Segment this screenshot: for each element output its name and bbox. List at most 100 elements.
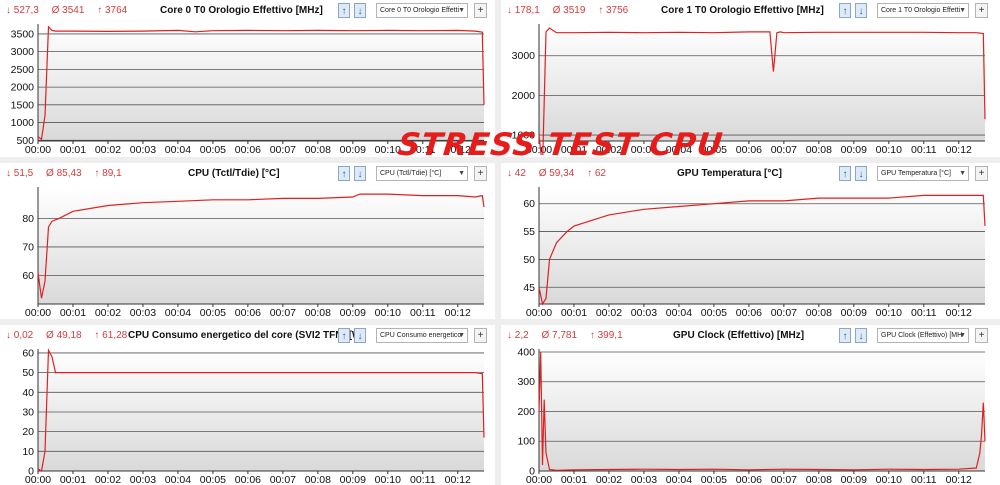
- series-dropdown[interactable]: CPU Consumo energetico ▼: [376, 328, 468, 343]
- series-line: [37, 348, 485, 472]
- stats-row: ↓ 51,5 Ø 85,43 ↑ 89,1: [6, 168, 132, 179]
- x-tick-label: 00:04: [165, 307, 191, 318]
- y-tick-label: 80: [22, 213, 34, 225]
- x-tick-label: 00:02: [95, 474, 121, 485]
- down-arrow-icon[interactable]: ↓: [354, 328, 366, 343]
- up-arrow-icon[interactable]: ↑: [839, 3, 851, 18]
- series-line: [538, 27, 986, 155]
- chart-plot: 1000 2000 3000 00:00 00:01 00:02 00:03 00:04 00:…: [512, 24, 986, 155]
- x-tick-label: 00:04: [666, 307, 692, 318]
- stats-row: ↓ 42 Ø 59,34 ↑ 62: [507, 168, 616, 179]
- dropdown-value: GPU Temperatura [°C]: [881, 170, 951, 177]
- y-tick-label: 60: [523, 198, 535, 210]
- plus-icon[interactable]: +: [474, 328, 487, 343]
- x-tick-label: 00:00: [526, 307, 552, 318]
- x-tick-label: 00:08: [806, 144, 832, 155]
- plot-area: [38, 24, 484, 141]
- panel-title: GPU Temperatura [°C]: [677, 168, 782, 179]
- x-tick-label: 00:12: [946, 307, 972, 318]
- x-tick-label: 00:12: [946, 474, 972, 485]
- x-tick-label: 00:00: [25, 144, 51, 155]
- chart-panel-cpu-power: ↓ 0,02 Ø 49,18 ↑ 61,28 CPU Consumo energ…: [0, 325, 490, 485]
- stat-min: ↓ 42: [507, 168, 526, 179]
- panel-title: Core 1 T0 Orologio Effettivo [MHz]: [661, 5, 824, 16]
- plot-area: [38, 349, 484, 471]
- y-tick-label: 3500: [11, 28, 35, 40]
- plus-icon[interactable]: +: [474, 3, 487, 18]
- up-arrow-icon[interactable]: ↑: [338, 328, 350, 343]
- stats-row: ↓ 527,3 Ø 3541 ↑ 3764: [6, 5, 137, 16]
- y-tick-label: 70: [22, 241, 34, 253]
- series-dropdown[interactable]: Core 0 T0 Orologio Effetti ▼: [376, 3, 468, 18]
- plus-icon[interactable]: +: [975, 166, 988, 181]
- x-tick-label: 00:08: [305, 474, 331, 485]
- plus-icon[interactable]: +: [975, 3, 988, 18]
- x-tick-label: 00:11: [410, 307, 436, 318]
- down-arrow-icon[interactable]: ↓: [354, 166, 366, 181]
- y-tick-label: 20: [22, 426, 34, 438]
- x-tick-label: 00:07: [771, 307, 797, 318]
- up-arrow-icon[interactable]: ↑: [839, 166, 851, 181]
- x-tick-label: 00:03: [631, 474, 657, 485]
- x-tick-label: 00:01: [60, 307, 86, 318]
- x-tick-label: 00:06: [235, 307, 261, 318]
- stat-avg: Ø 85,43: [46, 168, 82, 179]
- stat-max: ↑ 62: [587, 168, 606, 179]
- panel-header: ↓ 2,2 Ø 7,781 ↑ 399,1 GPU Clock (Effetti…: [501, 325, 991, 347]
- x-tick-label: 00:08: [305, 144, 331, 155]
- series-dropdown[interactable]: GPU Clock (Effettivo) [MH ▼: [877, 328, 969, 343]
- x-tick-label: 00:03: [631, 144, 657, 155]
- down-arrow-icon[interactable]: ↓: [855, 328, 867, 343]
- y-tick-label: 100: [517, 436, 535, 448]
- x-tick-label: 00:08: [806, 474, 832, 485]
- chart-plot: 60 70 80 00:00 00:01 00:02 00:03 00:04 00:05 00:0…: [22, 187, 485, 318]
- down-arrow-icon[interactable]: ↓: [855, 166, 867, 181]
- x-tick-label: 00:01: [561, 474, 587, 485]
- panel-header: ↓ 178,1 Ø 3519 ↑ 3756 Core 1 T0 Orologio…: [501, 0, 991, 22]
- x-tick-label: 00:05: [701, 144, 727, 155]
- x-tick-label: 00:07: [270, 144, 296, 155]
- x-tick-label: 00:06: [736, 474, 762, 485]
- x-tick-label: 00:05: [200, 474, 226, 485]
- stat-avg: Ø 7,781: [541, 330, 578, 341]
- up-arrow-icon[interactable]: ↑: [839, 328, 851, 343]
- y-tick-label: 40: [22, 387, 34, 399]
- y-tick-label: 500: [16, 135, 34, 147]
- dropdown-value: CPU (Tctl/Tdie) [°C]: [380, 170, 442, 177]
- up-arrow-icon[interactable]: ↑: [338, 166, 350, 181]
- x-tick-label: 00:02: [95, 307, 121, 318]
- y-tick-label: 50: [22, 367, 34, 379]
- y-tick-label: 1000: [11, 117, 35, 129]
- stat-min: ↓ 527,3: [6, 5, 39, 16]
- chart-panel-core1: ↓ 178,1 Ø 3519 ↑ 3756 Core 1 T0 Orologio…: [501, 0, 1000, 155]
- x-tick-label: 00:11: [911, 474, 937, 485]
- y-tick-label: 60: [22, 347, 34, 359]
- horizontal-divider-bottom: [0, 319, 1000, 325]
- chevron-down-icon: ▼: [458, 170, 465, 177]
- down-arrow-icon[interactable]: ↓: [354, 3, 366, 18]
- up-arrow-icon[interactable]: ↑: [338, 3, 350, 18]
- x-tick-label: 00:01: [60, 144, 86, 155]
- horizontal-divider-top: [0, 157, 1000, 163]
- x-tick-label: 00:12: [445, 307, 471, 318]
- chart-plot: 0 10 20 30 40 50 60 00:00 00:01 00:02 00:03 00:04 00…: [22, 347, 485, 485]
- plot-area: [539, 24, 985, 141]
- series-dropdown[interactable]: CPU (Tctl/Tdie) [°C] ▼: [376, 166, 468, 181]
- x-tick-label: 00:06: [736, 144, 762, 155]
- chart-panel-gpu-temp: ↓ 42 Ø 59,34 ↑ 62 GPU Temperatura [°C] ↑…: [501, 163, 1000, 318]
- x-tick-label: 00:11: [911, 307, 937, 318]
- stat-min: ↓ 2,2: [507, 330, 529, 341]
- x-tick-label: 00:05: [701, 307, 727, 318]
- series-dropdown[interactable]: Core 1 T0 Orologio Effetti ▼: [877, 3, 969, 18]
- plus-icon[interactable]: +: [975, 328, 988, 343]
- down-arrow-icon[interactable]: ↓: [855, 3, 867, 18]
- y-tick-label: 2500: [11, 64, 35, 76]
- x-tick-label: 00:11: [410, 144, 436, 155]
- y-tick-label: 3000: [512, 50, 536, 62]
- stats-row: ↓ 2,2 Ø 7,781 ↑ 399,1: [507, 330, 633, 341]
- x-tick-label: 00:05: [701, 474, 727, 485]
- series-dropdown[interactable]: GPU Temperatura [°C] ▼: [877, 166, 969, 181]
- y-tick-label: 30: [22, 406, 34, 418]
- plus-icon[interactable]: +: [474, 166, 487, 181]
- panel-header: ↓ 42 Ø 59,34 ↑ 62 GPU Temperatura [°C] ↑…: [501, 163, 991, 185]
